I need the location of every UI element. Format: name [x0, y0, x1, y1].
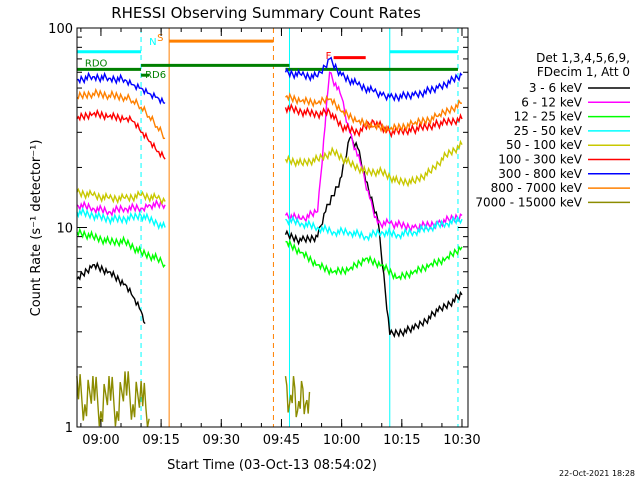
legend-header-1: Det 1,3,4,5,6,9,: [536, 51, 630, 65]
status-label-2: S: [157, 33, 163, 44]
x-axis-label: Start Time (03-Oct-13 08:54:02): [167, 458, 377, 473]
x-tick-label: 10:30: [443, 433, 480, 448]
series-line-6-0: [76, 71, 166, 105]
legend-label-8: 7000 - 15000 keV: [475, 195, 582, 209]
axis-layer: 09:00 09:15 09:30 09:45 10:00 10:15 10:30 1 10 10…: [48, 22, 481, 448]
y-tick-label: 1: [65, 421, 73, 436]
series-line-8-1: [284, 376, 311, 418]
series-line-5-0: [76, 108, 166, 160]
legend-label-2: 12 - 25 keV: [514, 110, 583, 124]
legend-header-2: FDecim 1, Att 0: [537, 65, 630, 79]
series-line-0-1: [284, 134, 463, 339]
series-line-1-1: [284, 71, 463, 234]
x-tick-label: 10:15: [383, 433, 420, 448]
x-tick-label: 09:00: [82, 433, 119, 448]
y-tick-label: 100: [48, 22, 73, 37]
series-layer: [76, 56, 463, 428]
series-line-2-1: [285, 239, 463, 281]
y-axis-label: Count Rate (s⁻¹ detector⁻¹): [29, 140, 44, 317]
series-line-4-1: [284, 139, 463, 188]
status-label-3: N: [149, 37, 156, 48]
x-tick-label: 09:30: [203, 433, 240, 448]
footer-date: 22-Oct-2021 18:28: [559, 469, 635, 478]
x-tick-label: 10:00: [323, 433, 360, 448]
x-tick-label: 09:15: [142, 433, 179, 448]
series-line-1-0: [76, 198, 166, 218]
status-layer: RDO RD6 SN F: [76, 33, 458, 81]
status-label-0: RDO: [85, 59, 108, 70]
y-tick-label: 10: [56, 222, 73, 237]
legend-label-7: 800 - 7000 keV: [491, 181, 583, 195]
series-line-7-1: [285, 92, 462, 134]
legend-label-5: 100 - 300 keV: [498, 153, 582, 167]
series-line-4-0: [76, 187, 166, 206]
status-label-4: F: [326, 51, 332, 62]
legend-label-0: 3 - 6 keV: [529, 81, 583, 95]
series-line-0-0: [76, 261, 146, 325]
series-line-3-0: [76, 206, 166, 231]
chart-title: RHESSI Observing Summary Count Rates: [111, 4, 421, 22]
series-line-2-0: [76, 227, 166, 269]
series-line-8-0: [76, 371, 150, 428]
series-line-7-0: [76, 87, 166, 140]
series-line-3-1: [285, 214, 463, 242]
status-label-1: RD6: [145, 70, 166, 81]
series-line-5-1: [284, 102, 463, 139]
legend-label-1: 6 - 12 keV: [521, 95, 583, 109]
legend-label-6: 300 - 800 keV: [498, 167, 582, 181]
series-line-6-1: [284, 56, 463, 103]
legend-label-3: 25 - 50 keV: [514, 124, 583, 138]
legend-label-4: 50 - 100 keV: [506, 138, 583, 152]
x-tick-label: 09:45: [263, 433, 300, 448]
